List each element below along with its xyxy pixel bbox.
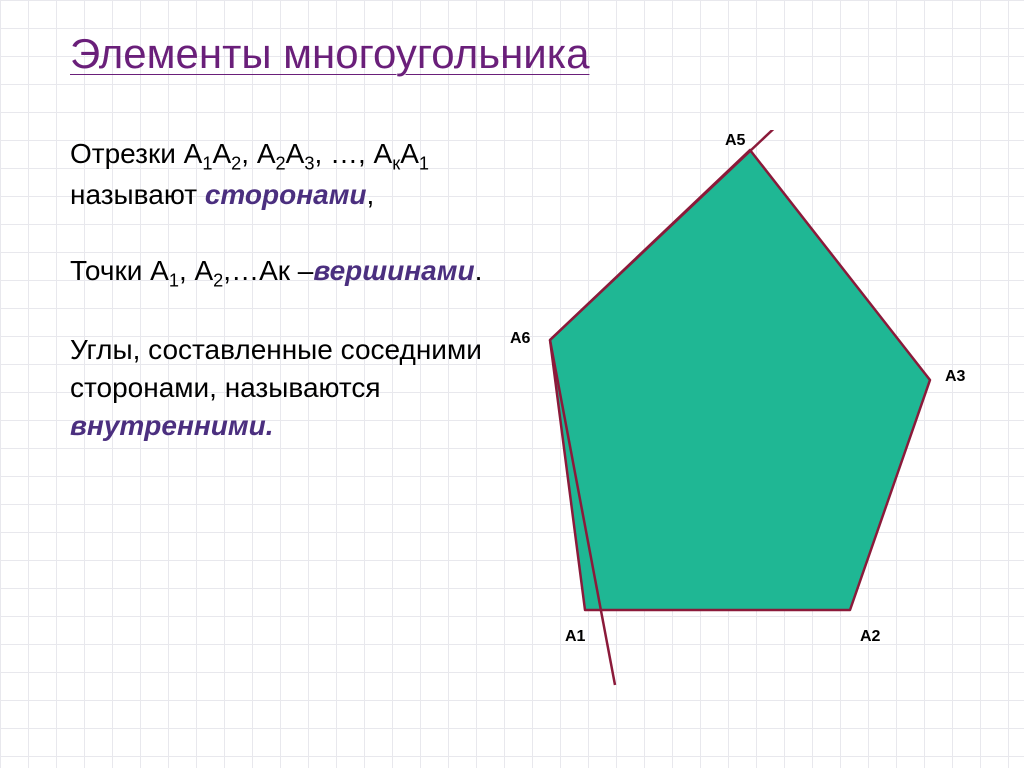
paragraph-sides: Отрезки А1А2, А2А3, …, АкА1 называют сто… xyxy=(70,135,490,214)
keyword-sides: сторонами xyxy=(205,179,367,210)
keyword-inner: внутренними. xyxy=(70,410,274,441)
vertex-label-A2: А2 xyxy=(860,628,880,646)
slide-title: Элементы многоугольника xyxy=(70,30,589,78)
slide-content: Элементы многоугольника Отрезки А1А2, А2… xyxy=(0,0,1024,768)
body-text: Отрезки А1А2, А2А3, …, АкА1 называют сто… xyxy=(70,135,490,483)
vertex-label-A5: А5 xyxy=(725,132,745,150)
keyword-vertices: вершинами xyxy=(313,255,474,286)
polygon-shape xyxy=(550,150,930,610)
vertex-label-A6: А6 xyxy=(510,330,530,348)
paragraph-angles: Углы, составленные соседними сторонами, … xyxy=(70,331,490,444)
polygon-svg xyxy=(510,130,1010,690)
paragraph-vertices: Точки А1, А2,…Ак –вершинами. xyxy=(70,252,490,293)
polygon-figure: А1 А2 А3 А5 А6 xyxy=(510,130,1010,690)
vertex-label-A3: А3 xyxy=(945,368,965,386)
vertex-label-A1: А1 xyxy=(565,628,585,646)
